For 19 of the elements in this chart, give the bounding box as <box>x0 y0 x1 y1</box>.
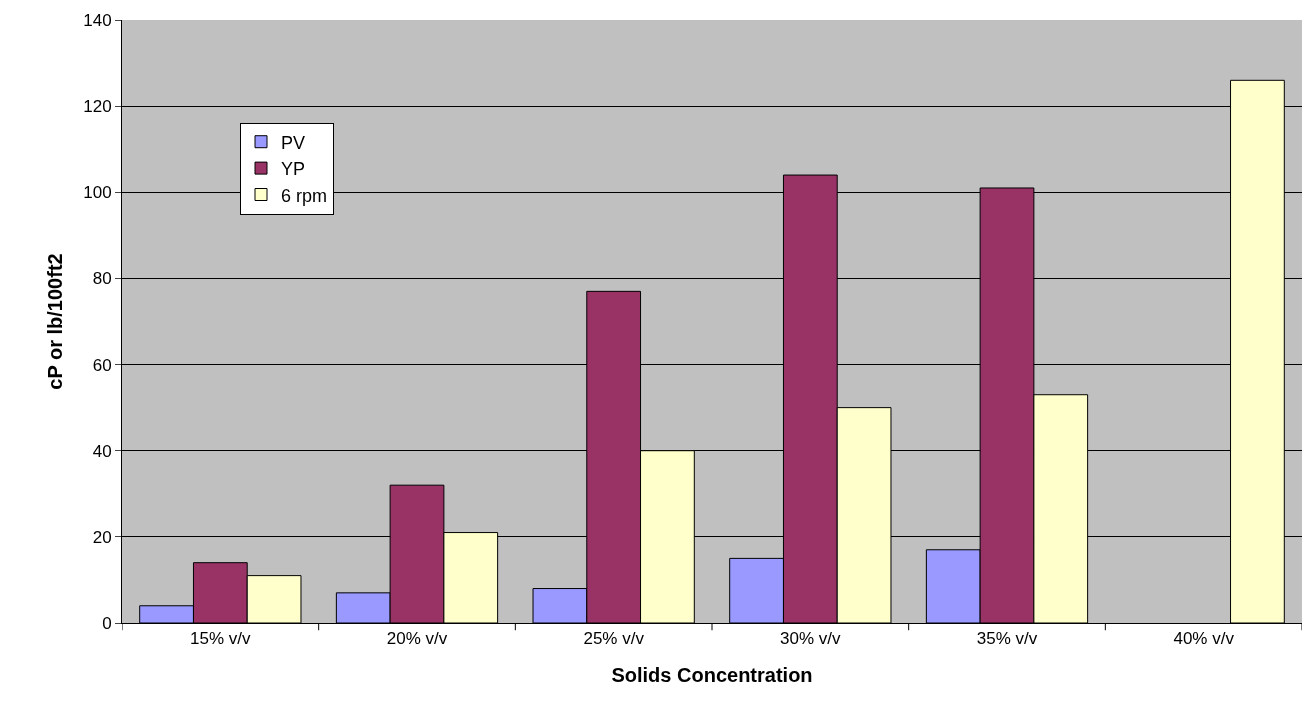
x-tick-label: 30% v/v <box>780 629 842 649</box>
y-axis-title: cP or lb/100ft2 <box>43 253 66 390</box>
y-tick-label: 40 <box>92 441 112 461</box>
y-tick-label: 0 <box>102 613 112 633</box>
x-tick-label: 20% v/v <box>386 629 448 649</box>
y-tick-label: 60 <box>92 355 112 375</box>
legend-label: YP <box>281 159 306 180</box>
y-tick-label: 120 <box>83 97 112 117</box>
legend-label: 6 rpm <box>281 185 328 206</box>
y-tick-label: 80 <box>92 269 112 289</box>
y-tick-label: 20 <box>92 527 112 547</box>
x-tick-label: 15% v/v <box>190 629 252 649</box>
x-axis-title: Solids Concentration <box>611 663 813 686</box>
x-tick-label: 40% v/v <box>1173 629 1235 649</box>
legend-label: PV <box>281 132 306 153</box>
y-tick-label: 140 <box>83 10 112 30</box>
x-tick-label: 35% v/v <box>976 629 1038 649</box>
x-tick-label: 25% v/v <box>583 629 645 649</box>
y-tick-label: 100 <box>83 183 112 203</box>
